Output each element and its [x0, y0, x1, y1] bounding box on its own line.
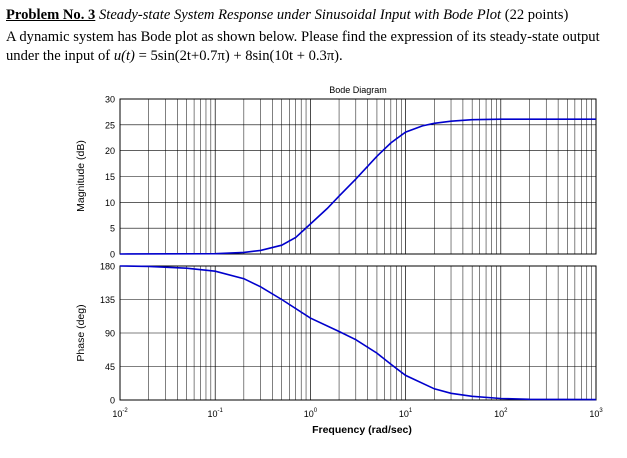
- problem-topic: Steady-state System Response under Sinus…: [98, 7, 502, 23]
- phase-line: [119, 265, 597, 401]
- magnitude-tick-label: 25: [105, 120, 115, 130]
- problem-body: A dynamic system has Bode plot as shown …: [6, 28, 621, 66]
- phase-ticks: 0 45 90 135 180: [100, 262, 115, 406]
- frequency-ticks: 10-2 10-1 100 101 102 103: [112, 408, 603, 419]
- magnitude-line: [119, 118, 596, 255]
- problem-heading: Problem No. 3 Steady-state System Respon…: [6, 6, 621, 25]
- phase-grid: [120, 265, 596, 401]
- magnitude-ticks: 0 5 10 15 20 25 30: [105, 95, 115, 260]
- magnitude-tick-label: 10: [105, 198, 115, 208]
- phase-frame: [119, 265, 597, 401]
- problem-intro: A dynamic system has Bode plot as shown …: [6, 29, 600, 64]
- phase-tick-label: 180: [100, 262, 115, 272]
- problem-points: (22 points): [504, 7, 569, 23]
- magnitude-tick-label: 30: [105, 95, 115, 105]
- magnitude-tick-label: 20: [105, 146, 115, 156]
- x-tick-label: 10-1: [208, 408, 224, 419]
- magnitude-tick-label: 5: [110, 224, 115, 234]
- problem-number: Problem No. 3: [6, 7, 96, 23]
- x-tick-label: 100: [304, 408, 318, 419]
- x-tick-label: 103: [589, 408, 603, 419]
- problem-statement: Problem No. 3 Steady-state System Respon…: [6, 6, 621, 66]
- phase-axis-label: Phase (deg): [75, 304, 87, 361]
- input-function: u(t): [113, 48, 135, 64]
- magnitude-frame: [119, 98, 597, 255]
- phase-tick-label: 135: [100, 295, 115, 305]
- magnitude-axis-label: Magnitude (dB): [75, 140, 87, 212]
- input-equation: = 5sin(2t+0.7π) + 8sin(10t + 0.3π).: [138, 48, 343, 64]
- magnitude-tick-label: 15: [105, 172, 115, 182]
- phase-tick-label: 0: [110, 396, 115, 406]
- x-tick-label: 102: [494, 408, 508, 419]
- x-axis-label: Frequency (rad/sec): [312, 424, 412, 436]
- x-tick-label: 10-2: [112, 408, 128, 419]
- phase-tick-label: 90: [105, 329, 115, 339]
- chart-title: Bode Diagram: [329, 85, 387, 95]
- x-tick-label: 101: [399, 408, 413, 419]
- phase-tick-label: 45: [105, 362, 115, 372]
- magnitude-tick-label: 0: [110, 250, 115, 260]
